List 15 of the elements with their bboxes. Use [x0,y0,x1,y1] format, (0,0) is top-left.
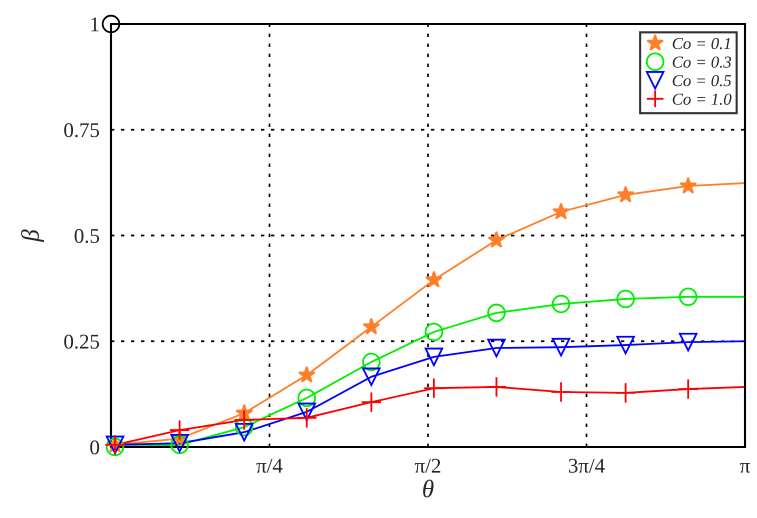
legend-label: Co = 0.1 [672,38,730,50]
y-tick-label: 1 [91,17,99,32]
y-axis-title: β [21,229,44,242]
legend-label: Co = 0.5 [672,75,732,86]
y-tick-label: 0.25 [64,334,100,349]
y-tick-label: 0 [90,440,100,454]
x-tick-label: 3π/4 [568,458,605,473]
legend-label: Co = 1.0 [672,94,732,105]
y-tick-label: 0.75 [64,123,100,138]
x-tick-label: π/4 [256,458,283,473]
x-tick-label: π [740,463,750,473]
legend-label: Co = 0.3 [672,56,732,68]
x-axis-title: θ [423,480,434,498]
y-tick-label: 0.5 [74,228,100,244]
x-tick-label: π/2 [414,458,440,473]
